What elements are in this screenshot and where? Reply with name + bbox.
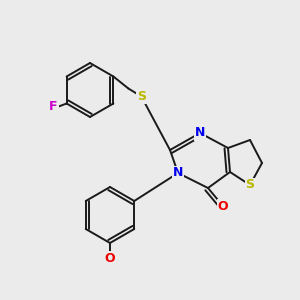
Text: O: O bbox=[218, 200, 228, 212]
Text: S: S bbox=[137, 90, 146, 103]
Text: O: O bbox=[105, 251, 115, 265]
Text: N: N bbox=[195, 127, 205, 140]
Text: S: S bbox=[245, 178, 254, 191]
Text: F: F bbox=[50, 100, 58, 113]
Text: N: N bbox=[173, 167, 183, 179]
